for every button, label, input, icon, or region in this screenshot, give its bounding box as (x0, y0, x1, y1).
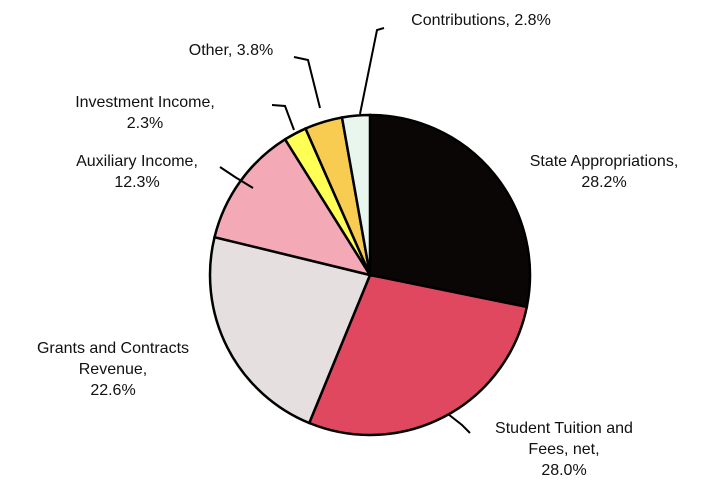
slice-label-line: Investment Income, (75, 94, 215, 111)
slice-label-6: Contributions, 2.8% (411, 12, 551, 29)
slice-label-2: Grants and Contracts Revenue, 22.6% (37, 340, 189, 399)
slice-label-line: 12.3% (114, 174, 159, 191)
slice-label-3: Auxiliary Income, 12.3% (76, 153, 198, 191)
leader-line-6 (359, 27, 385, 115)
leader-lines (219, 27, 471, 434)
slice-label-4: Investment Income, 2.3% (75, 94, 215, 132)
slice-label-line: Grants and Contracts (37, 340, 189, 357)
slice-label-line: Student Tuition and (495, 420, 633, 437)
slice-label-line: 28.0% (541, 462, 586, 479)
slice-label-line: 2.3% (127, 115, 163, 132)
slice-label-0: State Appropriations, 28.2% (530, 153, 679, 191)
slice-label-line: Other, 3.8% (189, 42, 274, 59)
slice-label-line: Contributions, 2.8% (411, 12, 551, 29)
slice-label-line: 22.6% (90, 382, 135, 399)
pie-slice-2 (208, 235, 372, 425)
leader-line-3 (219, 166, 254, 189)
pie-slice-0 (368, 113, 532, 309)
leader-line-5 (293, 56, 321, 109)
pie-slice-6 (340, 113, 372, 276)
slice-label-line: State Appropriations, (530, 153, 679, 170)
slice-label-line: Auxiliary Income, (76, 153, 198, 170)
slice-label-line: Fees, net, (528, 441, 599, 458)
slice-label-5: Other, 3.8% (189, 42, 274, 59)
slice-label-line: Revenue, (79, 361, 148, 378)
slice-label-line: 28.2% (581, 174, 626, 191)
leader-line-4 (271, 104, 295, 131)
slice-label-1: Student Tuition and Fees, net, 28.0% (495, 420, 633, 479)
pie-slices (208, 113, 532, 437)
pie-slice-1 (307, 273, 529, 437)
leader-line-1 (447, 413, 471, 434)
slice-labels: State Appropriations, 28.2% Student Tuitio… (37, 12, 678, 479)
